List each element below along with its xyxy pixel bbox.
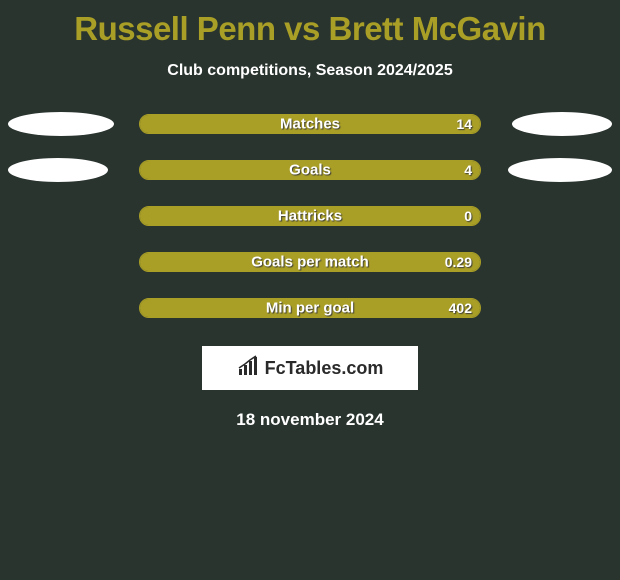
stat-label: Min per goal bbox=[266, 300, 354, 317]
player-photo-left bbox=[8, 112, 114, 136]
player-photo-left bbox=[8, 158, 108, 182]
stat-bar-track: Matches 14 bbox=[139, 114, 481, 134]
stat-label: Goals per match bbox=[251, 254, 369, 271]
stat-value-right: 402 bbox=[449, 300, 472, 316]
player-photo-right bbox=[508, 158, 612, 182]
stat-row: Hattricks 0 bbox=[0, 206, 620, 226]
stat-row: Matches 14 bbox=[0, 114, 620, 134]
stat-label: Matches bbox=[280, 116, 340, 133]
stat-bar-track: Min per goal 402 bbox=[139, 298, 481, 318]
subtitle: Club competitions, Season 2024/2025 bbox=[0, 62, 620, 80]
stat-row: Goals per match 0.29 bbox=[0, 252, 620, 272]
comparison-infographic: Russell Penn vs Brett McGavin Club compe… bbox=[0, 0, 620, 430]
brand-badge: FcTables.com bbox=[202, 346, 418, 390]
stat-value-right: 0 bbox=[464, 208, 472, 224]
stat-value-right: 14 bbox=[456, 116, 472, 132]
stat-bar-track: Goals 4 bbox=[139, 160, 481, 180]
stat-value-right: 4 bbox=[464, 162, 472, 178]
stat-row: Min per goal 402 bbox=[0, 298, 620, 318]
stat-value-right: 0.29 bbox=[445, 254, 472, 270]
date-stamp: 18 november 2024 bbox=[0, 410, 620, 430]
stat-label: Goals bbox=[289, 162, 331, 179]
stat-bar-track: Hattricks 0 bbox=[139, 206, 481, 226]
stats-area: Matches 14 Goals 4 Hattricks 0 Goals per match… bbox=[0, 114, 620, 318]
badge-text: FcTables.com bbox=[265, 358, 384, 379]
page-title: Russell Penn vs Brett McGavin bbox=[0, 0, 620, 48]
stat-bar-track: Goals per match 0.29 bbox=[139, 252, 481, 272]
stat-row: Goals 4 bbox=[0, 160, 620, 180]
player-photo-right bbox=[512, 112, 612, 136]
stat-label: Hattricks bbox=[278, 208, 342, 225]
bar-chart-icon bbox=[237, 355, 259, 382]
